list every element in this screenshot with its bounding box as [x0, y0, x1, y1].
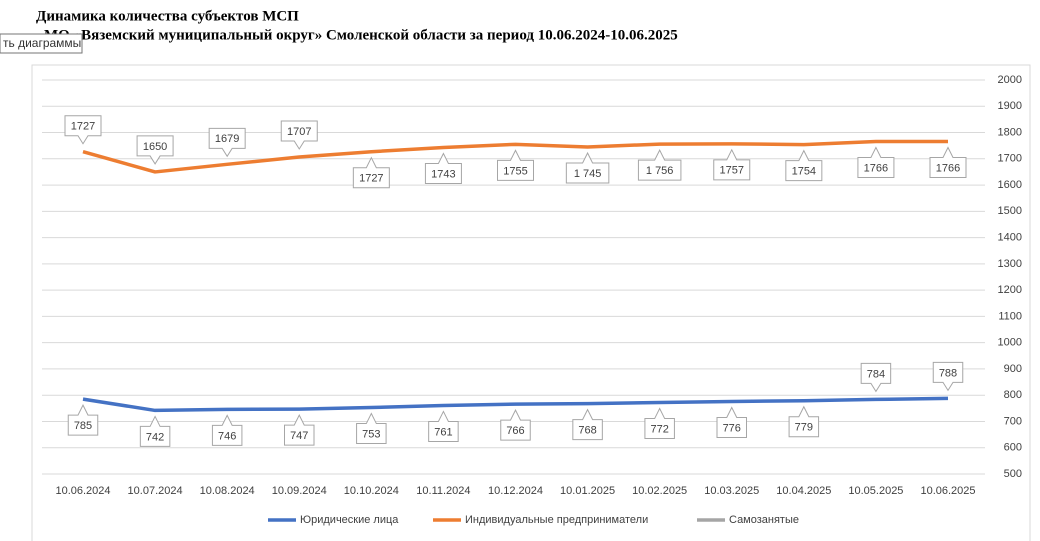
data-label-box: [139, 415, 171, 447]
x-tick-label: 10.09.2024: [272, 485, 327, 497]
y-tick-label: 1000: [998, 337, 1022, 349]
y-tick-label: 1800: [998, 126, 1022, 138]
data-label-box: [713, 148, 751, 181]
x-tick-label: 10.08.2024: [200, 485, 255, 497]
data-label-box: [716, 406, 747, 439]
data-label-box: [284, 414, 315, 446]
data-label-box: [67, 404, 99, 436]
data-label-box: [136, 135, 174, 165]
x-tick-label: 10.05.2025: [848, 485, 903, 497]
tooltip: ть диаграммы: [3, 36, 81, 50]
x-tick-label: 10.06.2024: [55, 485, 110, 497]
y-tick-label: 1900: [998, 100, 1022, 112]
y-tick-label: 1600: [998, 179, 1022, 191]
x-tick-label: 10.01.2025: [560, 485, 615, 497]
data-label: 1707: [287, 126, 311, 138]
x-tick-label: 10.03.2025: [704, 485, 759, 497]
y-tick-label: 1100: [998, 310, 1022, 322]
data-label: 768: [578, 425, 596, 437]
x-tick-label: 10.04.2025: [776, 485, 831, 497]
data-label: 746: [218, 430, 236, 442]
data-label-box: [497, 149, 534, 181]
y-tick-label: 900: [1004, 363, 1022, 375]
data-label: 1650: [143, 141, 167, 153]
series-line: [82, 396, 949, 413]
data-label: 1 756: [646, 165, 674, 177]
y-tick-label: 600: [1004, 442, 1022, 454]
y-tick-label: 1400: [998, 232, 1022, 244]
data-label: 747: [290, 430, 308, 442]
data-label: 1755: [503, 165, 527, 177]
x-tick-label: 10.07.2024: [128, 485, 183, 497]
legend-label: Индивидуальные предприниматели: [465, 514, 648, 526]
y-tick-label: 1300: [998, 258, 1022, 270]
x-tick-label: 10.11.2024: [416, 485, 470, 497]
x-tick-label: 10.10.2024: [344, 485, 399, 497]
data-label-box: [211, 414, 243, 446]
data-label-box: [788, 405, 820, 438]
data-label-box: [929, 146, 967, 178]
data-label: 785: [74, 420, 92, 432]
data-label: 1754: [792, 166, 816, 178]
legend-label: Самозанятые: [729, 514, 799, 526]
y-tick-label: 700: [1004, 415, 1022, 427]
data-label-box: [280, 120, 318, 150]
data-label: 1757: [720, 165, 744, 177]
data-label-box: [424, 152, 462, 185]
data-label: 761: [434, 426, 452, 438]
data-label-box: [644, 407, 675, 440]
data-label-box: [565, 151, 610, 184]
y-tick-label: 800: [1004, 389, 1022, 401]
data-label: 1727: [71, 121, 95, 133]
x-tick-label: 10.06.2025: [920, 485, 975, 497]
data-label: 766: [506, 425, 524, 437]
legend-label: Юридические лица: [300, 514, 399, 526]
data-label-box: [857, 146, 895, 178]
data-label: 1727: [359, 173, 383, 185]
data-label: 784: [867, 368, 885, 380]
data-label-box: [428, 410, 459, 442]
chart-title: Динамика количества субъектов МСП: [36, 8, 299, 24]
data-label: 1766: [936, 162, 960, 174]
y-tick-label: 1200: [998, 284, 1022, 296]
x-tick-label: 10.02.2025: [632, 485, 687, 497]
data-label: 788: [939, 367, 957, 379]
data-label-box: [637, 148, 682, 181]
data-label: 1679: [215, 133, 239, 145]
data-label-box: [860, 362, 892, 393]
chart-area: [31, 64, 1031, 541]
data-label-box: [356, 412, 387, 445]
y-tick-label: 2000: [998, 74, 1022, 86]
x-tick-label: 10.12.2024: [488, 485, 543, 497]
data-label-box: [785, 149, 823, 182]
data-label: 1743: [431, 168, 455, 180]
data-label: 742: [146, 431, 164, 443]
tooltip-box: [0, 33, 83, 54]
data-label: 776: [723, 422, 741, 434]
data-label-box: [352, 156, 390, 189]
data-label-box: [64, 115, 102, 145]
chart-subtitle: МО «Вяземский муниципальный округ» Смоле…: [44, 27, 678, 43]
data-label: 753: [362, 428, 380, 440]
y-tick-label: 1700: [998, 153, 1022, 165]
data-label-box: [932, 361, 964, 392]
data-label: 772: [650, 423, 668, 435]
data-label-box: [208, 127, 246, 158]
data-label-box: [572, 408, 603, 441]
data-label: 779: [795, 422, 813, 434]
data-label: 1766: [864, 162, 888, 174]
data-label-box: [500, 409, 531, 441]
y-tick-label: 1500: [998, 205, 1022, 217]
data-label: 1 745: [574, 168, 602, 180]
y-tick-label: 500: [1004, 468, 1022, 480]
series-line: [82, 139, 948, 174]
